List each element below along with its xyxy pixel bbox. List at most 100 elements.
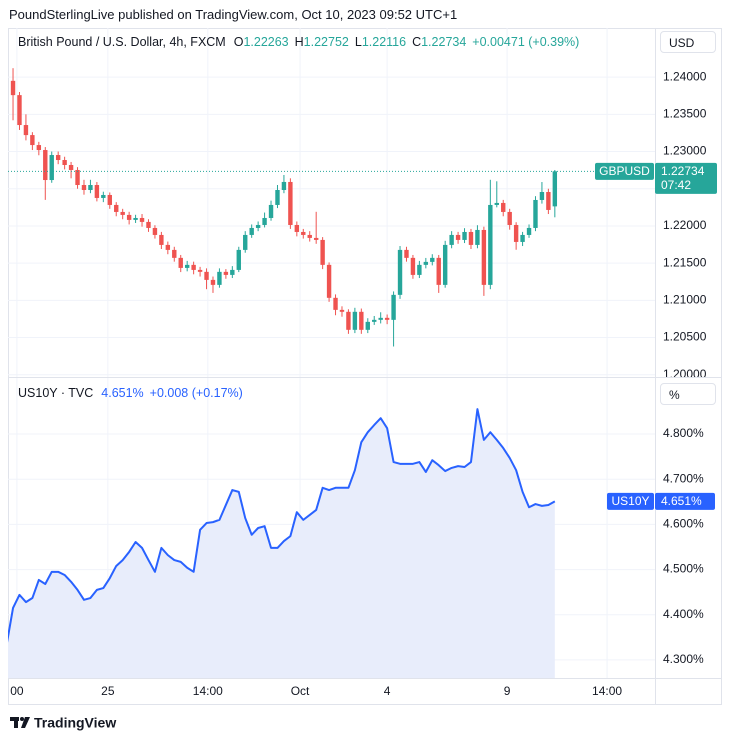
candle-body [81,185,87,190]
candle-body [449,234,454,245]
y-tick-label: 4.300% [663,652,704,666]
price-label: 1.22734 [661,164,705,178]
candle-body [249,227,254,235]
candle-body [320,239,325,265]
candle-body [501,202,506,212]
candle-body [526,227,532,235]
price-label-box [655,492,715,510]
candle-body [455,234,461,240]
candle-body [275,189,280,205]
candle-body [197,269,203,272]
candle-body [346,311,351,330]
countdown-label: 07:42 [661,178,691,192]
candle-body [114,204,119,212]
candle-body [533,199,538,228]
candle-body [184,264,190,268]
candle-body [384,317,390,320]
candle-body [359,311,364,330]
area [8,409,555,678]
pane-1 [8,408,556,678]
candle-body [301,231,306,235]
legend: British Pound / U.S. Dollar, 4h, FXCM O1.… [18,35,583,49]
candle-body [120,211,125,215]
candle-body [430,257,435,262]
candle-body [49,155,54,181]
candle-body [243,234,248,250]
candle-body [475,229,480,245]
x-tick-label: 14:00 [193,684,223,698]
candle-body [17,95,22,126]
tradingview-logo [10,717,30,728]
currency-button[interactable]: USD [660,31,716,53]
candle-body [417,264,422,275]
unit-button[interactable]: % [660,383,716,405]
candle-body [126,214,132,220]
legend-value: 1.22116 [361,35,407,49]
candle-body [539,192,545,200]
legend-key: C [412,35,422,49]
candle-body [204,271,209,280]
candle-body [101,194,106,198]
y-tick-label: 4.600% [663,517,704,531]
candle-body [404,249,409,258]
candle-body [23,125,29,136]
candle-body [513,224,519,242]
y-tick-label: 4.800% [663,426,704,440]
candle-body [146,221,151,228]
y-tick-label: 1.23500 [663,106,707,120]
candle-body [88,185,93,190]
candle-body [442,244,448,285]
footer-brand: TradingView [34,715,116,731]
candle-body [494,202,499,205]
candle-body [507,211,512,225]
symbol-label: GBPUSD [599,164,650,178]
candle-body [152,227,158,235]
y-tick-label: 4.700% [663,471,704,485]
candle-body [139,217,145,222]
candle-body [165,244,171,250]
candle-body [462,231,467,240]
legend-value: 1.22752 [303,35,349,49]
price-label: 4.651% [661,494,702,508]
candle-body [236,249,241,270]
candle-body [546,192,551,210]
candle-body [281,181,287,190]
legend-value: 4.651% [101,386,144,400]
candle-body [468,231,474,245]
candle-body [339,309,345,312]
candle-body [36,145,42,151]
symbol-label: US10Y [611,494,649,508]
price-label-box [655,162,717,194]
y-tick-label: 1.21000 [663,293,707,307]
candle-body [262,217,267,225]
candle-body [133,217,138,220]
x-tick-label: 00 [10,684,24,698]
line [8,408,556,643]
candle-body [223,271,229,275]
candle-body [10,80,16,96]
candle-body [372,319,377,322]
y-tick-label: 1.21500 [663,255,707,269]
candle-body [391,294,396,320]
candle-body [436,257,441,285]
candle-body [159,234,164,245]
candle-body [62,160,67,165]
symbol-label-box [607,492,654,510]
legend-key: L [354,35,362,49]
legend-title: US10Y · TVC [18,386,94,400]
candle-body [365,321,370,330]
candle-body [75,169,80,186]
candle-body [94,185,100,198]
legend: US10Y · TVC 4.651% +0.008 (+0.17%) [18,386,247,400]
candle-body [30,135,35,146]
y-tick-label: 1.24000 [663,69,707,83]
x-tick-label: 4 [384,684,391,698]
candle-body [172,249,177,258]
pane-0 [8,68,655,347]
candle-body [326,264,332,298]
legend-key: H [294,35,304,49]
legend-change: +0.008 (+0.17%) [149,386,243,400]
